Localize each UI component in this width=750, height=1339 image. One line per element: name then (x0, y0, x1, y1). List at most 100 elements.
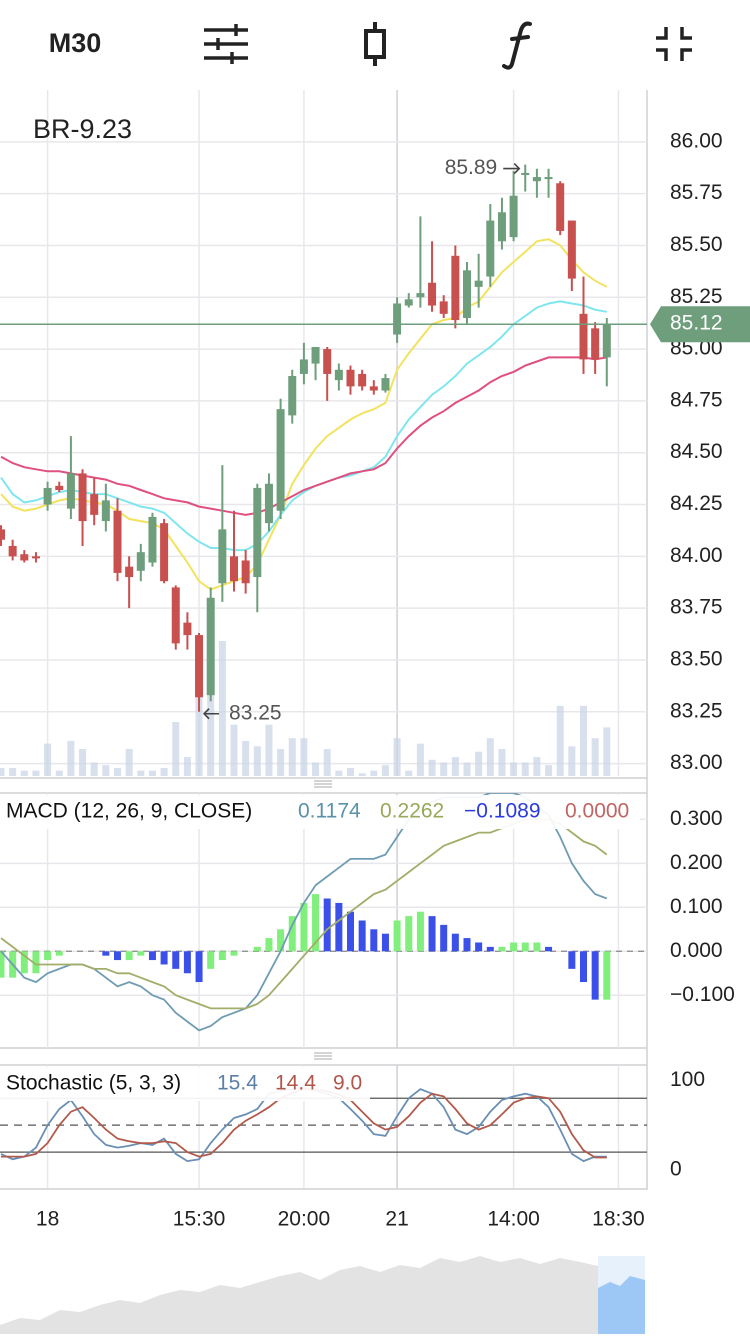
histogram-bar (475, 942, 483, 952)
indicator-value: 9.0 (333, 1072, 362, 1095)
histogram-bar (545, 946, 553, 952)
volume-bar (277, 749, 285, 776)
candle-body (532, 177, 541, 182)
candle-body (195, 635, 204, 698)
volume-bar (300, 738, 308, 776)
histogram-bar (510, 942, 518, 952)
candle-body (474, 280, 483, 287)
indicator-title: MACD (12, 26, 9, CLOSE) (6, 800, 252, 823)
y-tick-label: 83.75 (670, 596, 723, 619)
high-annotation: 85.89 (445, 156, 498, 179)
volume-bar (242, 740, 250, 776)
low-annotation: 83.25 (229, 701, 282, 724)
candle-body (241, 560, 250, 584)
candle-body (463, 270, 471, 318)
x-tick-label: 15:30 (173, 1208, 226, 1231)
histogram-bar (428, 916, 436, 952)
candle-body (8, 545, 17, 557)
volume-bar (405, 770, 413, 776)
y-tick-label: 83.25 (670, 699, 723, 722)
y-tick-label: 85.50 (670, 233, 723, 256)
interval-button[interactable]: M30 (49, 28, 102, 58)
volume-bar (428, 759, 436, 776)
y-tick-label: 0.000 (670, 939, 723, 962)
indicator-value: 14.4 (275, 1072, 316, 1095)
volume-bar (393, 738, 401, 776)
candle-body (125, 566, 134, 578)
histogram-bar (323, 898, 331, 952)
volume-bar (125, 749, 133, 776)
histogram-bar (451, 933, 459, 952)
candle-body (183, 622, 192, 636)
volume-bar (347, 767, 354, 776)
x-tick-label: 21 (385, 1208, 408, 1231)
volume-bar (545, 765, 553, 776)
y-tick-label: 84.75 (670, 388, 723, 411)
candle-body (323, 349, 332, 374)
y-tick-label: 84.25 (670, 492, 723, 515)
candle-body (579, 313, 588, 360)
histogram-bar (195, 951, 203, 983)
y-tick-label: 86.00 (670, 129, 723, 152)
macd-plot (0, 793, 647, 1032)
volume-bar (381, 765, 389, 776)
candle-body (66, 473, 75, 509)
volume-bar (510, 762, 518, 776)
histogram-bar (358, 920, 366, 952)
candle-body (230, 556, 238, 582)
candle-body (428, 282, 437, 306)
volume-bar (556, 705, 564, 776)
volume-bar (440, 762, 448, 776)
y-tick-label: 85.25 (670, 285, 723, 308)
volume-bar (9, 767, 17, 776)
volume-bar (288, 738, 296, 776)
histogram-bar (416, 911, 424, 952)
readout-background (0, 1067, 370, 1101)
last-price-label: 85.12 (670, 312, 723, 335)
candle-body (78, 473, 87, 522)
chart-type-icon[interactable] (364, 22, 386, 66)
volume-bar (253, 746, 261, 776)
panel-handle[interactable] (314, 780, 332, 1060)
histogram-bar (347, 911, 354, 952)
indicators-icon[interactable] (502, 21, 532, 70)
volume-bar (230, 724, 238, 776)
histogram-bar (125, 951, 133, 961)
candle-body (160, 523, 169, 582)
candle-body (206, 597, 215, 696)
navigator[interactable] (0, 1256, 645, 1334)
volume-bar (591, 738, 599, 776)
volume-bar (312, 762, 320, 776)
volume-bar (603, 727, 611, 776)
histogram-bar (172, 951, 180, 969)
volume-bar (137, 770, 145, 776)
volume-bar (486, 738, 494, 776)
candle-body (288, 376, 297, 416)
histogram-bar (32, 951, 40, 974)
volume-bar (79, 749, 87, 776)
volume-bar (114, 767, 121, 776)
volume-bar (568, 746, 576, 776)
histogram-bar (218, 951, 226, 961)
histogram-bar (591, 951, 599, 1000)
candle-body (113, 510, 122, 573)
settings-icon[interactable] (204, 24, 248, 64)
x-tick-label: 18:30 (592, 1208, 645, 1231)
volume-bar (218, 641, 226, 776)
candle-body (90, 494, 99, 515)
y-tick-label: 83.00 (670, 751, 723, 774)
y-tick-label: 84.00 (670, 544, 723, 567)
histogram-bar (137, 951, 145, 956)
x-tick-label: 18 (36, 1208, 59, 1231)
volume-bar (265, 724, 273, 776)
fullscreen-icon[interactable] (656, 27, 692, 61)
main-plot (0, 164, 611, 776)
volume-bar (160, 767, 168, 776)
histogram-bar (102, 951, 110, 956)
histogram-bar (207, 951, 215, 969)
volume-bar (416, 743, 424, 776)
histogram-bar (253, 946, 261, 952)
volume-bar (451, 757, 459, 776)
candle-body (346, 369, 355, 387)
